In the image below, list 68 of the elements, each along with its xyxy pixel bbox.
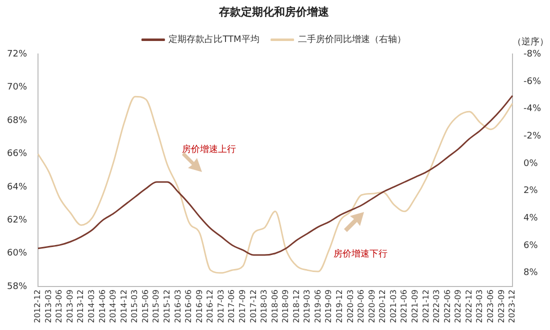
x-tick-label: 2020-09 (367, 290, 376, 324)
x-tick-label: 2014-06 (98, 290, 107, 324)
x-tick-label: 2022-06 (442, 290, 452, 324)
x-tick-label: 2015-09 (152, 290, 161, 324)
x-tick-label: 2016-03 (173, 290, 182, 324)
y2-tick-label: 6% (523, 240, 538, 251)
x-tick-label: 2016-06 (184, 290, 194, 324)
x-tick-label: 2017-12 (248, 290, 258, 324)
x-tick-label: 2023-06 (486, 290, 495, 324)
x-tick-label: 2019-06 (313, 290, 322, 324)
x-tick-label: 2016-09 (194, 290, 204, 324)
x-tick-label: 2013-12 (76, 290, 86, 324)
x-tick-label: 2020-03 (346, 290, 355, 324)
legend-label: 二手房价同比增速（右轴） (298, 34, 406, 46)
y2-tick-label: 0% (523, 158, 538, 169)
x-tick-label: 2018-12 (292, 290, 301, 324)
y2-tick-label: -6% (523, 76, 542, 87)
x-tick-label: 2021-12 (421, 290, 430, 324)
x-tick-label: 2018-03 (260, 290, 269, 324)
y2-tick-label: -2% (523, 132, 542, 142)
y2-tick-label: 4% (523, 214, 538, 224)
x-tick-label: 2021-03 (388, 290, 398, 324)
x-tick-label: 2013-03 (44, 290, 53, 324)
x-tick-label: 2014-03 (87, 290, 96, 324)
x-tick-label: 2017-06 (227, 290, 236, 324)
y-tick-label: 64% (6, 182, 28, 192)
x-tick-label: 2012-12 (33, 290, 42, 324)
y-tick-label: 68% (6, 116, 28, 126)
x-tick-label: 2014-09 (108, 290, 118, 324)
y-tick-label: 70% (6, 82, 28, 93)
x-tick-label: 2018-06 (270, 290, 280, 324)
y2-axis-title: （逆序） (512, 36, 548, 48)
y2-tick-label: -8% (523, 50, 542, 60)
x-tick-label: 2020-12 (378, 290, 388, 324)
x-tick-label: 2013-06 (54, 290, 64, 324)
x-tick-label: 2015-03 (130, 290, 140, 324)
y-tick-label: 58% (6, 282, 28, 292)
x-tick-label: 2019-03 (302, 290, 312, 324)
x-tick-label: 2023-12 (508, 290, 517, 324)
x-tick-label: 2022-12 (464, 290, 474, 324)
x-tick-label: 2019-09 (324, 290, 334, 324)
x-tick-label: 2018-09 (281, 290, 290, 324)
chart-title: 存款定期化和房价增速 (218, 5, 330, 18)
x-tick-label: 2017-03 (216, 290, 226, 324)
x-tick-label: 2020-06 (356, 290, 366, 324)
x-tick-label: 2013-09 (65, 290, 74, 324)
x-tick-label: 2022-09 (454, 290, 463, 324)
x-tick-label: 2015-06 (140, 290, 150, 324)
y-tick-label: 60% (6, 248, 28, 259)
y2-tick-label: 8% (523, 268, 538, 278)
y2-tick-label: 2% (523, 186, 538, 196)
x-tick-label: 2019-12 (335, 290, 344, 324)
x-tick-label: 2021-09 (410, 290, 420, 324)
y-tick-label: 72% (6, 50, 28, 60)
x-tick-label: 2016-12 (206, 290, 215, 324)
x-tick-label: 2022-03 (432, 290, 442, 324)
y2-tick-label: -4% (523, 104, 542, 114)
x-tick-label: 2014-12 (119, 290, 128, 324)
x-tick-label: 2017-09 (238, 290, 247, 324)
annotation: 房价增速下行 (334, 248, 388, 260)
x-tick-label: 2023-09 (496, 290, 506, 324)
x-tick-label: 2021-06 (400, 290, 409, 324)
annotation: 房价增速上行 (182, 144, 236, 155)
x-tick-label: 2015-12 (162, 290, 172, 324)
legend-label: 定期存款占比TTM平均 (168, 34, 260, 46)
y-tick-label: 66% (6, 149, 28, 160)
y-tick-label: 62% (6, 216, 28, 226)
x-tick-label: 2023-03 (475, 290, 484, 324)
